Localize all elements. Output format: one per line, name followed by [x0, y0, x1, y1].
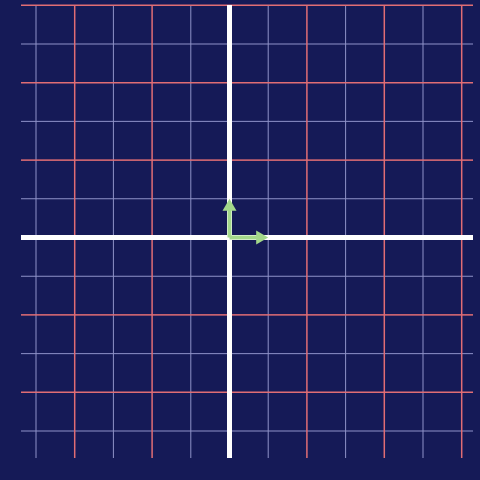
major-grid-lines [21, 4, 473, 458]
j-hat-vector [222, 198, 237, 238]
j-hat-arrowhead [222, 198, 237, 211]
i-hat-vector [229, 230, 269, 245]
basis-vectors [222, 198, 269, 245]
axes [21, 5, 473, 458]
i-hat-arrowhead [256, 230, 269, 245]
minor-grid-lines [21, 5, 473, 458]
